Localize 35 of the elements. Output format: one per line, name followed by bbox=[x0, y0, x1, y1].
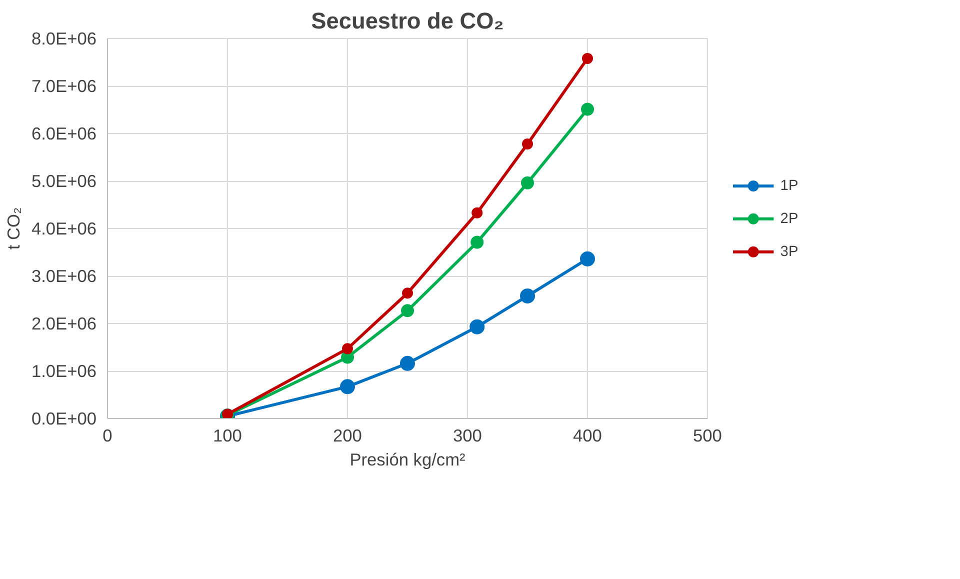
point bbox=[401, 304, 414, 318]
point bbox=[521, 176, 534, 190]
y-tick-label: 0.0E+00 bbox=[31, 408, 97, 428]
point bbox=[581, 102, 594, 116]
y-tick-label: 3.0E+06 bbox=[31, 266, 97, 286]
y-tick-label: 7.0E+06 bbox=[31, 76, 97, 96]
point bbox=[472, 207, 483, 218]
y-axis-title: t CO₂ bbox=[3, 207, 24, 250]
legend-label: 3P bbox=[780, 244, 798, 260]
point bbox=[342, 343, 353, 354]
point bbox=[470, 319, 485, 334]
chart-title: Secuestro de CO₂ bbox=[311, 8, 504, 34]
y-tick-label: 2.0E+06 bbox=[31, 314, 97, 334]
y-tick-label: 5.0E+06 bbox=[31, 171, 97, 191]
y-tick-label: 1.0E+06 bbox=[31, 361, 97, 381]
point bbox=[340, 379, 355, 394]
point bbox=[520, 288, 535, 304]
y-tick-label: 8.0E+06 bbox=[31, 28, 97, 48]
point bbox=[402, 288, 413, 299]
point bbox=[400, 356, 415, 371]
x-tick-label: 500 bbox=[693, 426, 722, 446]
x-axis-title: Presión kg/cm² bbox=[350, 450, 466, 470]
point bbox=[522, 138, 533, 150]
point bbox=[582, 52, 593, 64]
x-tick-label: 300 bbox=[453, 426, 482, 446]
point bbox=[580, 251, 595, 266]
point bbox=[470, 236, 484, 249]
x-tick-label: 0 bbox=[102, 426, 112, 446]
x-tick-label: 100 bbox=[213, 426, 242, 446]
x-tick-label: 200 bbox=[333, 426, 362, 446]
legend-label: 2P bbox=[780, 210, 798, 227]
x-tick-label: 400 bbox=[573, 426, 602, 446]
legend-label: 1P bbox=[780, 178, 798, 194]
y-tick-label: 6.0E+06 bbox=[31, 124, 97, 144]
y-tick-label: 4.0E+06 bbox=[31, 218, 97, 238]
